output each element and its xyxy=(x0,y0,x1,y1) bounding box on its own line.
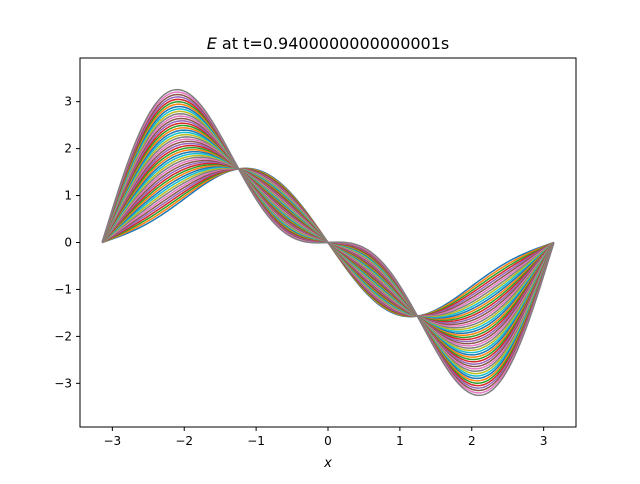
x-tick-label: −1 xyxy=(247,434,265,448)
x-tick-label: −3 xyxy=(103,434,121,448)
y-tick-label: −2 xyxy=(54,329,72,343)
x-axis-label: x xyxy=(323,456,332,471)
title-text: at t=0.9400000000000001s xyxy=(217,34,449,53)
x-tick-label: −2 xyxy=(175,434,193,448)
y-tick-label: 3 xyxy=(64,95,72,109)
y-tick-label: 2 xyxy=(64,142,72,156)
y-tick-label: −3 xyxy=(54,376,72,390)
series-group xyxy=(101,88,555,397)
chart-title: E at t=0.9400000000000001s xyxy=(207,34,450,53)
x-tick-label: 0 xyxy=(324,434,332,448)
x-tick-label: 1 xyxy=(396,434,404,448)
title-variable: E xyxy=(207,34,218,53)
x-tick-label: 2 xyxy=(468,434,476,448)
series-line xyxy=(101,88,555,397)
x-axis: −3 −2 −1 0 1 2 3 xyxy=(103,427,547,448)
x-tick-label: 3 xyxy=(540,434,548,448)
y-tick-label: 1 xyxy=(64,189,72,203)
y-axis: −3 −2 −1 0 1 2 3 xyxy=(54,95,80,390)
y-tick-label: −1 xyxy=(54,282,72,296)
y-tick-label: 0 xyxy=(64,236,72,250)
